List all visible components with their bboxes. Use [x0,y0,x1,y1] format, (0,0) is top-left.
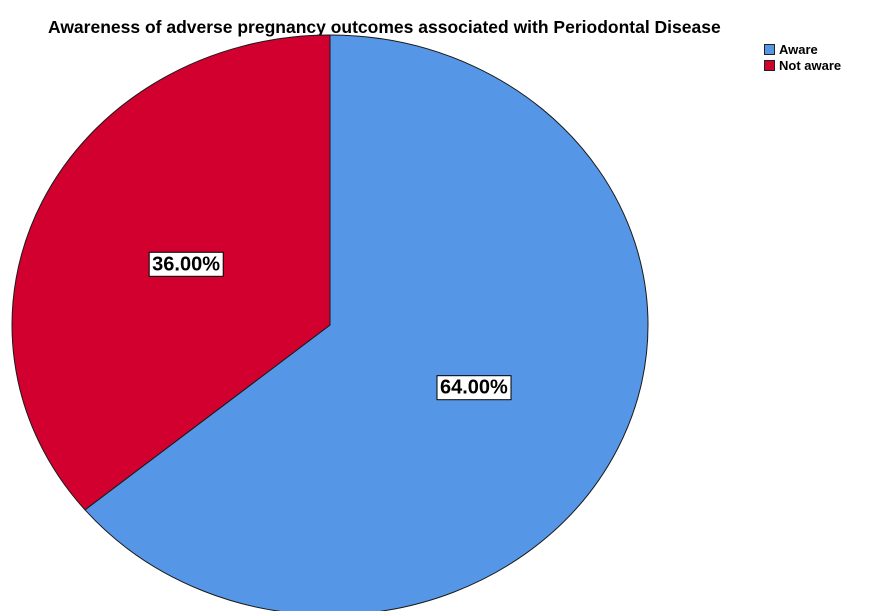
data-label-not-aware: 36.00% [148,251,224,277]
legend-label-not-aware: Not aware [779,57,842,73]
legend-item-aware: Aware [764,41,841,57]
pie-slice-aware [84,34,649,611]
chart-title: Awareness of adverse pregnancy outcomes … [48,17,721,37]
svg-text:64.00%: 64.00% [440,377,508,399]
legend-item-not-aware: Not aware [764,57,841,73]
legend-label-aware: Aware [779,41,818,57]
legend-swatch-not-aware [764,59,775,71]
legend: Aware Not aware [764,41,841,73]
svg-text:36.00%: 36.00% [152,253,220,275]
legend-swatch-aware [764,43,775,55]
data-label-aware: 64.00% [436,375,512,401]
